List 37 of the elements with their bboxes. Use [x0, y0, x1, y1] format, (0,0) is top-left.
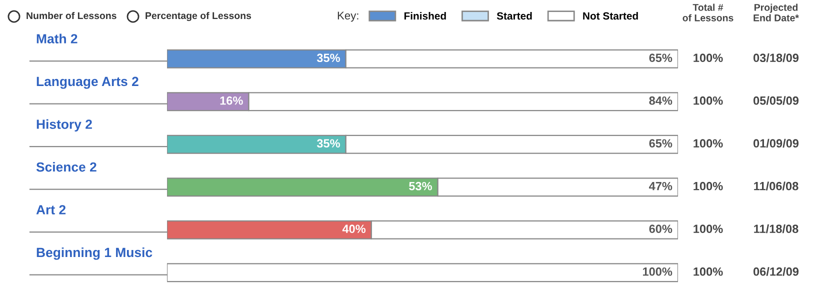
y-tick-label: Beginning 1 Music — [36, 247, 152, 260]
data-label: 16% — [220, 96, 243, 105]
y-tick-label: Art 2 — [36, 205, 66, 214]
total-label: 100% — [694, 54, 723, 62]
data-label: 47% — [648, 182, 672, 190]
total-label: 100% — [694, 267, 723, 276]
data-label: 84% — [649, 96, 672, 105]
data-label: 40% — [342, 224, 366, 234]
data-label: 65% — [649, 54, 672, 62]
data-label: 65% — [649, 139, 672, 148]
legend-title: Key: — [338, 12, 358, 22]
text: Number of Lessons — [26, 12, 116, 20]
annotation: Percentage of Lessons — [146, 12, 252, 22]
legend-label: Finished — [404, 12, 446, 20]
text: 05/05/09 — [753, 96, 799, 105]
y-tick-label: Science 2 — [36, 162, 96, 172]
total-label: 100% — [694, 139, 723, 148]
text: 03/18/09 — [753, 53, 799, 62]
data-label: 100% — [642, 267, 672, 276]
total-label: 100% — [694, 182, 723, 190]
y-tick-label: Math 2 — [36, 34, 78, 44]
data-label: 35% — [316, 54, 340, 62]
data-label: 60% — [649, 224, 672, 234]
total-label: 100% — [694, 224, 723, 234]
text: 11/06/08 — [754, 182, 798, 190]
text: Projected End Date* — [754, 4, 799, 22]
legend-label: Not Started — [583, 12, 638, 20]
text: 01/09/09 — [753, 138, 799, 148]
y-tick-label: History 2 — [36, 119, 92, 132]
legend-label: Started — [496, 12, 532, 20]
y-tick-label: Language Arts 2 — [36, 76, 138, 89]
data-label: 35% — [316, 139, 340, 148]
text: 11/18/08 — [754, 224, 798, 234]
text: 06/12/09 — [753, 267, 799, 276]
data-label: 53% — [409, 182, 432, 190]
total-label: 100% — [694, 96, 723, 105]
text: Total # of Lessons — [682, 4, 734, 22]
